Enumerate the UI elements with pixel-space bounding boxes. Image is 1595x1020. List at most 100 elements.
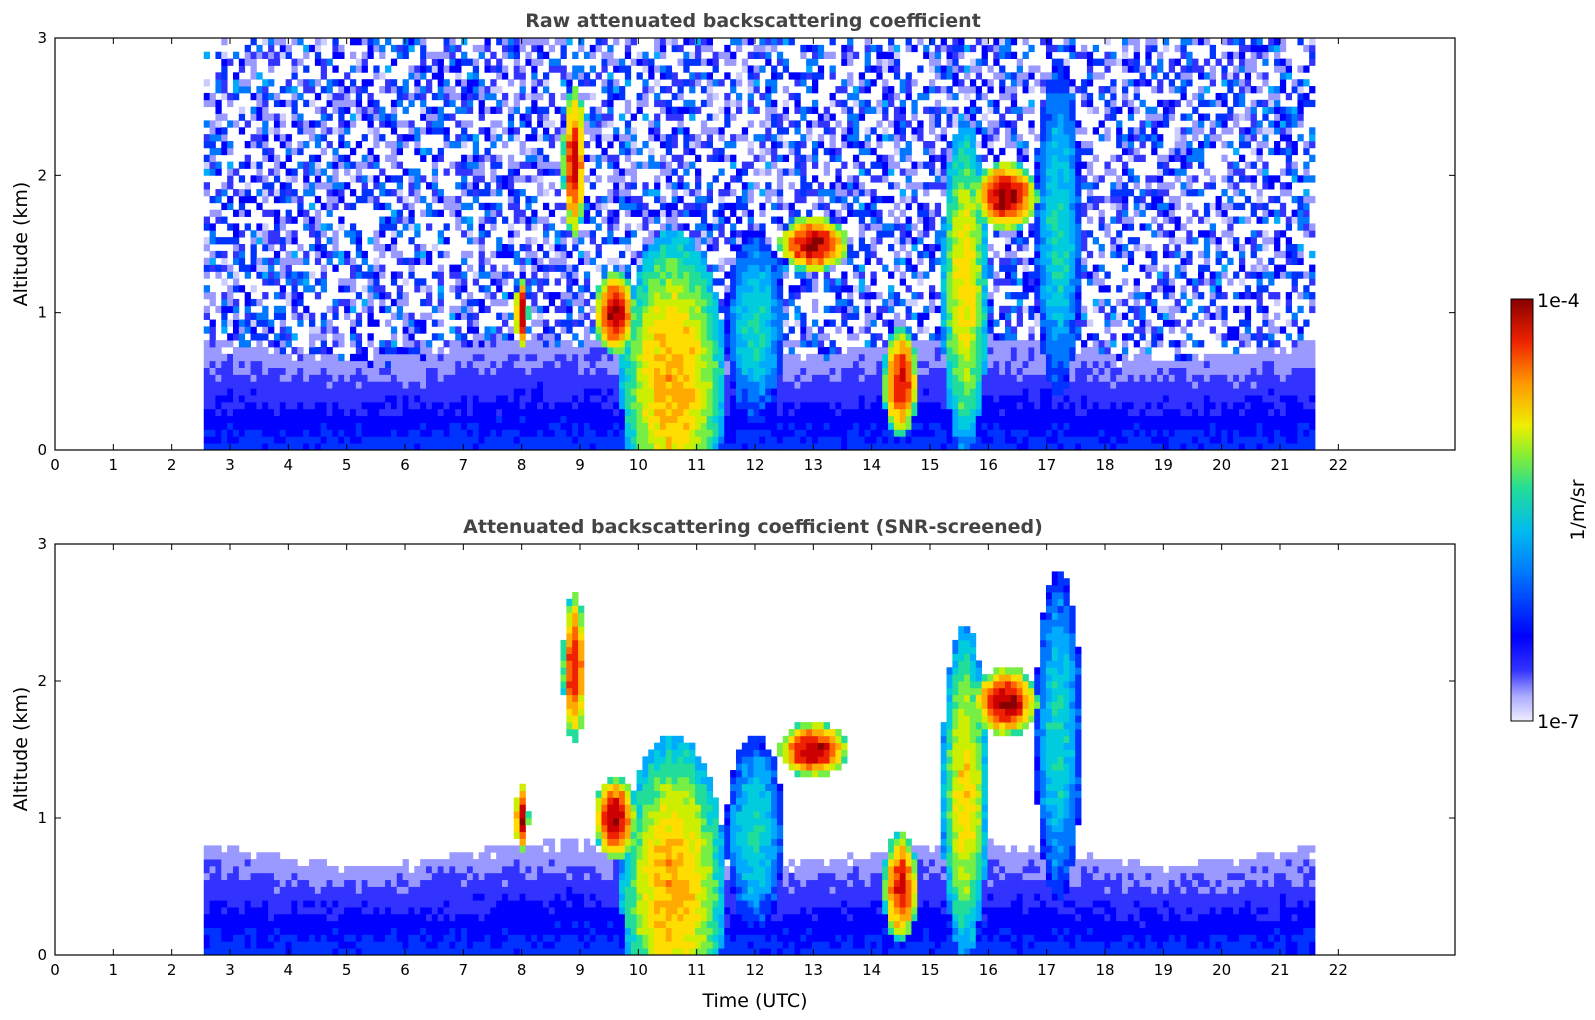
- heatmap-cell: [847, 92, 854, 101]
- heatmap-cell: [671, 326, 678, 334]
- heatmap-cell: [560, 367, 567, 375]
- heatmap-cell: [806, 381, 813, 389]
- heatmap-cell: [250, 326, 257, 334]
- heatmap-cell: [519, 381, 526, 389]
- heatmap-cell: [426, 422, 433, 430]
- heatmap-cell: [437, 86, 444, 94]
- heatmap-cell: [788, 422, 795, 430]
- heatmap-cell: [689, 326, 696, 334]
- heatmap-cell: [256, 401, 263, 410]
- heatmap-cell: [683, 182, 690, 190]
- heatmap-cell: [273, 292, 281, 300]
- heatmap-cell: [355, 422, 363, 430]
- heatmap-cell: [221, 360, 228, 368]
- heatmap-cell: [829, 134, 836, 142]
- heatmap-cell: [332, 443, 339, 451]
- heatmap-cell: [449, 340, 456, 348]
- heatmap-cell: [829, 51, 836, 59]
- heatmap-cell: [502, 44, 509, 53]
- heatmap-cell: [437, 92, 444, 101]
- heatmap-cell: [379, 353, 386, 362]
- heatmap-cell: [695, 408, 702, 417]
- heatmap-cell: [741, 134, 749, 142]
- heatmap-cell: [841, 106, 848, 114]
- heatmap-cell: [203, 415, 210, 423]
- heatmap-cell: [373, 202, 380, 211]
- heatmap-cell: [227, 401, 234, 410]
- heatmap-cell: [542, 127, 550, 135]
- heatmap-cell: [648, 333, 655, 341]
- heatmap-cell: [741, 443, 749, 451]
- heatmap-cell: [800, 161, 807, 169]
- heatmap-cell: [613, 58, 620, 66]
- heatmap-cell: [502, 395, 509, 403]
- heatmap-cell: [361, 257, 368, 265]
- heatmap-cell: [747, 216, 754, 224]
- heatmap-cell: [209, 292, 216, 300]
- heatmap-cell: [601, 374, 608, 382]
- heatmap-cell: [782, 257, 790, 265]
- heatmap-cell: [683, 422, 690, 430]
- heatmap-cell: [794, 388, 801, 396]
- heatmap-cell: [431, 319, 439, 327]
- heatmap-cell: [806, 367, 813, 375]
- heatmap-cell: [677, 381, 684, 389]
- heatmap-cell: [671, 264, 678, 272]
- heatmap-cell: [221, 319, 228, 327]
- heatmap-cell: [390, 347, 398, 355]
- heatmap-cell: [273, 333, 281, 341]
- heatmap-cell: [519, 264, 526, 272]
- heatmap-cell: [864, 401, 871, 410]
- heatmap-cell: [320, 319, 327, 327]
- heatmap-cell: [735, 333, 743, 341]
- heatmap-cell: [203, 257, 210, 265]
- heatmap-cell: [303, 415, 310, 423]
- heatmap-cell: [326, 443, 333, 451]
- heatmap-cell: [215, 353, 222, 362]
- heatmap-cell: [835, 168, 842, 176]
- heatmap-cell: [279, 429, 287, 437]
- heatmap-cell: [741, 312, 749, 320]
- heatmap-cell: [876, 216, 883, 224]
- heatmap-cell: [256, 99, 263, 108]
- heatmap-cell: [490, 278, 497, 286]
- heatmap-cell: [812, 154, 819, 162]
- heatmap-cell: [654, 237, 661, 245]
- heatmap-cell: [309, 182, 316, 190]
- heatmap-cell: [273, 92, 281, 101]
- heatmap-cell: [788, 285, 795, 293]
- heatmap-cell: [671, 257, 678, 265]
- heatmap-cell: [589, 237, 597, 245]
- heatmap-cell: [268, 408, 275, 417]
- heatmap-cell: [765, 443, 772, 451]
- heatmap-cell: [326, 161, 333, 169]
- heatmap-cell: [876, 257, 883, 265]
- heatmap-cell: [490, 340, 497, 348]
- heatmap-cell: [607, 113, 614, 121]
- heatmap-cell: [496, 347, 503, 355]
- heatmap-cell: [888, 443, 895, 451]
- heatmap-cell: [601, 360, 608, 368]
- heatmap-cell: [864, 443, 871, 451]
- heatmap-cell: [677, 257, 684, 265]
- heatmap-cell: [513, 99, 520, 108]
- heatmap-cell: [426, 182, 433, 190]
- heatmap-cell: [396, 141, 404, 149]
- heatmap-cell: [671, 237, 678, 245]
- heatmap-cell: [630, 292, 637, 300]
- heatmap-cell: [273, 175, 281, 183]
- heatmap-cell: [747, 244, 754, 252]
- heatmap-cell: [671, 374, 678, 382]
- heatmap-cell: [227, 168, 234, 176]
- heatmap-cell: [349, 422, 357, 430]
- heatmap-cell: [232, 92, 240, 101]
- heatmap-cell: [484, 147, 491, 156]
- heatmap-cell: [613, 65, 620, 73]
- heatmap-cell: [689, 147, 696, 156]
- heatmap-cell: [507, 189, 515, 197]
- heatmap-cell: [437, 319, 444, 327]
- heatmap-cell: [554, 381, 561, 389]
- heatmap-cell: [320, 120, 327, 128]
- heatmap-cell: [589, 292, 597, 300]
- heatmap-cell: [349, 436, 357, 444]
